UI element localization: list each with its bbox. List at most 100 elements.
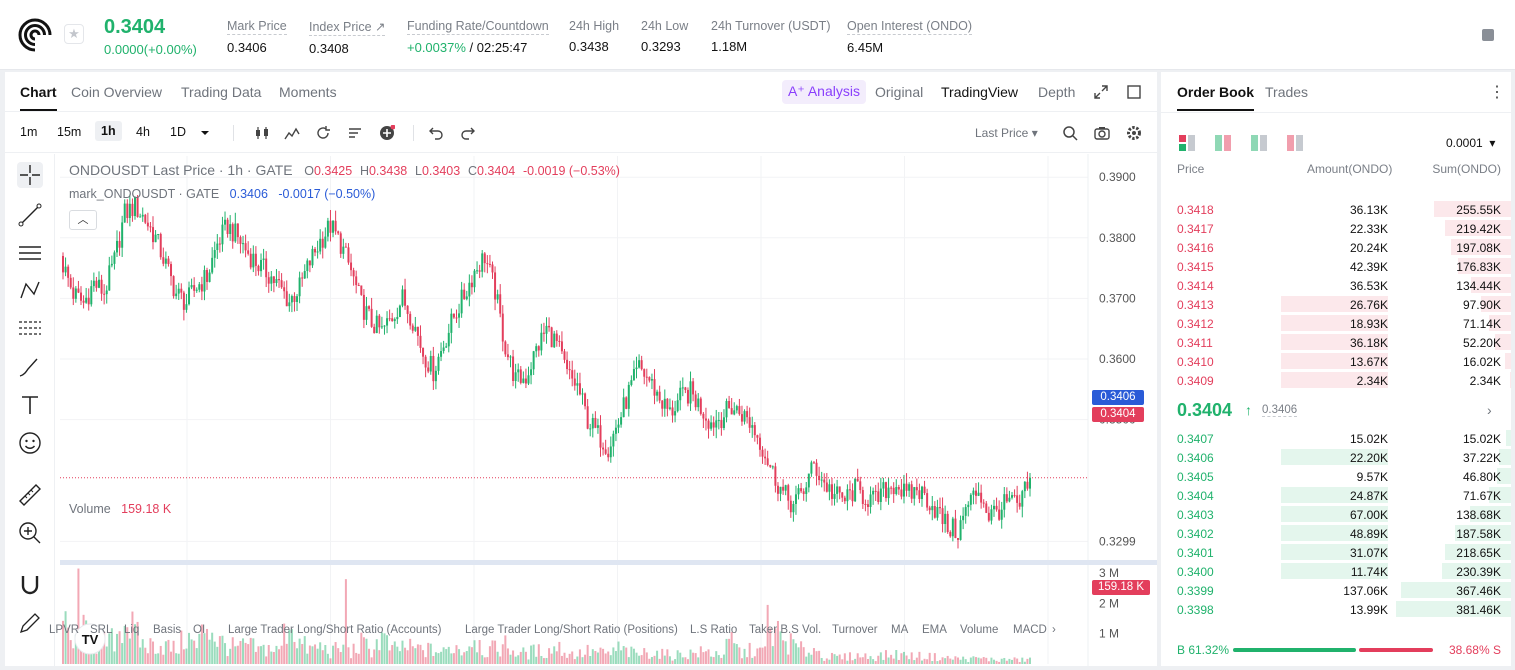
bid-row[interactable]: 0.3401 31.07K 218.65K bbox=[1161, 543, 1511, 562]
add-indicator-icon[interactable] bbox=[379, 125, 395, 141]
chevron-down-icon[interactable] bbox=[197, 125, 213, 141]
indicator-item[interactable]: EMA bbox=[922, 624, 947, 636]
candle-body bbox=[578, 383, 581, 395]
more-icon[interactable]: ⋮ bbox=[1489, 84, 1505, 101]
stat-index-price[interactable]: Index Price ↗ 0.3408 bbox=[309, 19, 386, 56]
both-sides-icon[interactable] bbox=[1179, 135, 1195, 151]
text-icon[interactable] bbox=[17, 392, 43, 418]
book-icon[interactable] bbox=[1482, 29, 1494, 41]
bid-row[interactable]: 0.3403 67.00K 138.68K bbox=[1161, 505, 1511, 524]
tab-chart[interactable]: Chart bbox=[20, 84, 57, 111]
exchange-logo-icon[interactable] bbox=[18, 18, 52, 52]
stat-mark-price[interactable]: Mark Price 0.3406 bbox=[227, 19, 287, 55]
bids-only-icon[interactable] bbox=[1251, 135, 1267, 151]
candle-type-icon[interactable] bbox=[254, 125, 270, 141]
pencil-icon[interactable] bbox=[17, 610, 43, 636]
favorite-star-icon[interactable]: ★ bbox=[64, 24, 84, 44]
price-source-select[interactable]: Last Price ▾ bbox=[975, 126, 1038, 140]
indicator-item[interactable]: MA bbox=[891, 624, 909, 636]
tab-coin-overview[interactable]: Coin Overview bbox=[71, 84, 163, 100]
tab-trading-data[interactable]: Trading Data bbox=[181, 84, 262, 100]
tab-ai-analysis[interactable]: A⁺ Analysis bbox=[782, 80, 866, 104]
indicator-item[interactable]: Volume bbox=[960, 624, 999, 636]
precision-select[interactable]: 0.0001 ▾ bbox=[1446, 136, 1496, 150]
tab-tradingview[interactable]: TradingView bbox=[941, 84, 1019, 100]
interval-15m[interactable]: 15m bbox=[57, 125, 82, 139]
indicator-item[interactable]: Large Trader Long/Short Ratio (Positions… bbox=[465, 624, 678, 636]
volume-bar bbox=[686, 659, 689, 664]
indicator-item[interactable]: Basis bbox=[153, 624, 182, 636]
ask-row[interactable]: 0.3412 18.93K 71.14K bbox=[1161, 314, 1511, 333]
price-chart[interactable]: 171819202122230.39000.38000.37000.36000.… bbox=[5, 154, 1157, 666]
ask-row[interactable]: 0.3413 26.76K 97.90K bbox=[1161, 295, 1511, 314]
ask-row[interactable]: 0.3414 36.53K 134.44K bbox=[1161, 276, 1511, 295]
volume-axis-label: 1 M bbox=[1099, 627, 1119, 641]
ask-row[interactable]: 0.3409 2.34K 2.34K bbox=[1161, 371, 1511, 390]
ask-row[interactable]: 0.3416 20.24K 197.08K bbox=[1161, 238, 1511, 257]
trend-line-icon[interactable] bbox=[17, 202, 43, 228]
collapse-legend-button[interactable]: ︿ bbox=[69, 210, 97, 230]
asks-only-icon[interactable] bbox=[1287, 135, 1303, 151]
bid-row[interactable]: 0.3404 24.87K 71.67K bbox=[1161, 486, 1511, 505]
ask-row[interactable]: 0.3415 42.39K 176.83K bbox=[1161, 257, 1511, 276]
indicator-item[interactable]: L.S Ratio bbox=[690, 624, 738, 636]
window-icon[interactable] bbox=[1127, 85, 1141, 99]
bid-row[interactable]: 0.3398 13.99K 381.46K bbox=[1161, 600, 1511, 619]
undo-icon[interactable] bbox=[428, 125, 444, 141]
indicator-item[interactable]: Liq bbox=[124, 624, 140, 636]
tab-original[interactable]: Original bbox=[875, 84, 924, 100]
interval-4h[interactable]: 4h bbox=[136, 125, 150, 139]
magnet-icon[interactable] bbox=[17, 572, 43, 598]
brush-icon[interactable] bbox=[17, 354, 43, 380]
price-axis-label: 0.3600 bbox=[1099, 352, 1136, 366]
crosshair-icon[interactable] bbox=[17, 162, 43, 188]
tab-moments[interactable]: Moments bbox=[279, 84, 337, 100]
horizontal-lines-icon[interactable] bbox=[17, 240, 43, 266]
indicator-item[interactable]: Large Trader Long/Short Ratio (Accounts) bbox=[228, 624, 442, 636]
bid-row[interactable]: 0.3402 48.89K 187.58K bbox=[1161, 524, 1511, 543]
redo-icon[interactable] bbox=[460, 125, 476, 141]
volume-bar bbox=[337, 648, 340, 664]
ask-row[interactable]: 0.3410 13.67K 16.02K bbox=[1161, 352, 1511, 371]
bid-row[interactable]: 0.3399 137.06K 367.46K bbox=[1161, 581, 1511, 600]
bid-row[interactable]: 0.3407 15.02K 15.02K bbox=[1161, 429, 1511, 448]
indicator-item[interactable]: Turnover bbox=[832, 624, 878, 636]
ask-row[interactable]: 0.3418 36.13K 255.55K bbox=[1161, 200, 1511, 219]
bid-row[interactable]: 0.3400 11.74K 230.39K bbox=[1161, 562, 1511, 581]
ruler-icon[interactable] bbox=[17, 482, 43, 508]
stat-open-interest[interactable]: Open Interest (ONDO) 6.45M bbox=[847, 19, 973, 55]
camera-icon[interactable] bbox=[1094, 125, 1110, 141]
indicator-item[interactable]: Taker B.S Vol. bbox=[749, 624, 822, 636]
indicator-item[interactable]: LPVR bbox=[49, 624, 80, 636]
tab-depth[interactable]: Depth bbox=[1038, 84, 1076, 100]
indicator-item[interactable]: MACD bbox=[1013, 624, 1047, 636]
stat-funding-rate[interactable]: Funding Rate/Countdown +0.0037% / 02:25:… bbox=[407, 19, 549, 55]
interval-1h[interactable]: 1h bbox=[95, 121, 122, 141]
bid-row[interactable]: 0.3406 22.20K 37.22K bbox=[1161, 448, 1511, 467]
tab-order-book[interactable]: Order Book bbox=[1177, 84, 1255, 111]
zoom-in-icon[interactable] bbox=[17, 520, 43, 546]
indicators-icon[interactable] bbox=[284, 125, 300, 141]
compare-icon[interactable] bbox=[315, 125, 331, 141]
candle-body bbox=[200, 284, 203, 292]
ask-row[interactable]: 0.3417 22.33K 219.42K bbox=[1161, 219, 1511, 238]
bids-asks-icon[interactable] bbox=[1215, 135, 1231, 151]
gear-icon[interactable] bbox=[1126, 125, 1142, 141]
volume-bar bbox=[699, 646, 702, 664]
ask-row[interactable]: 0.3411 36.18K 52.20K bbox=[1161, 333, 1511, 352]
chevron-right-icon[interactable]: › bbox=[1052, 624, 1056, 636]
fib-icon[interactable] bbox=[17, 316, 43, 342]
tab-trades[interactable]: Trades bbox=[1265, 84, 1309, 100]
chevron-right-icon[interactable]: › bbox=[1487, 402, 1492, 418]
expand-icon[interactable] bbox=[1094, 85, 1108, 99]
pattern-icon[interactable] bbox=[17, 278, 43, 304]
interval-1d[interactable]: 1D bbox=[170, 125, 186, 139]
interval-1m[interactable]: 1m bbox=[20, 125, 38, 139]
mid-mark-price[interactable]: 0.3406 bbox=[1262, 404, 1298, 417]
indicator-item[interactable]: OI bbox=[193, 624, 206, 636]
indicator-item[interactable]: SRL bbox=[90, 624, 113, 636]
template-icon[interactable] bbox=[347, 125, 363, 141]
search-icon[interactable] bbox=[1062, 125, 1078, 141]
emoji-icon[interactable] bbox=[17, 430, 43, 456]
bid-row[interactable]: 0.3405 9.57K 46.80K bbox=[1161, 467, 1511, 486]
